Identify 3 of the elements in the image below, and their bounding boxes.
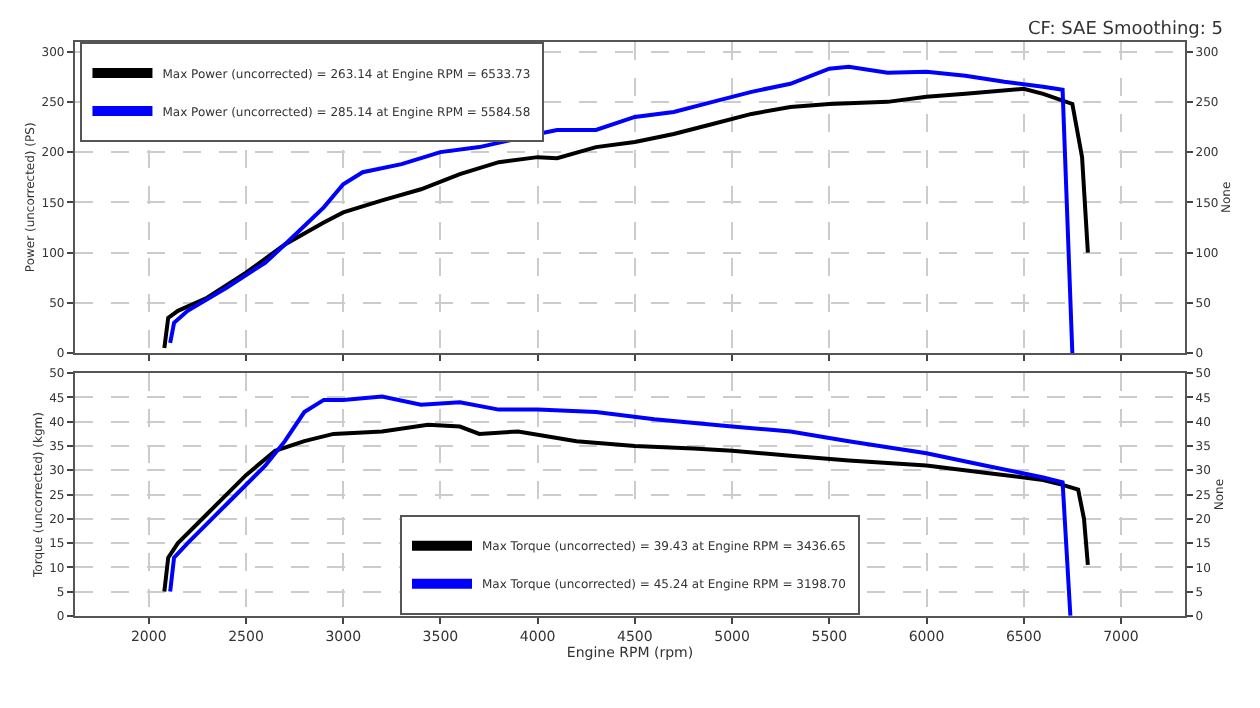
text: CF: SAE Smoothing: 5 (1028, 20, 1224, 40)
line-series (162, 422, 1090, 594)
line-series (168, 394, 1073, 616)
